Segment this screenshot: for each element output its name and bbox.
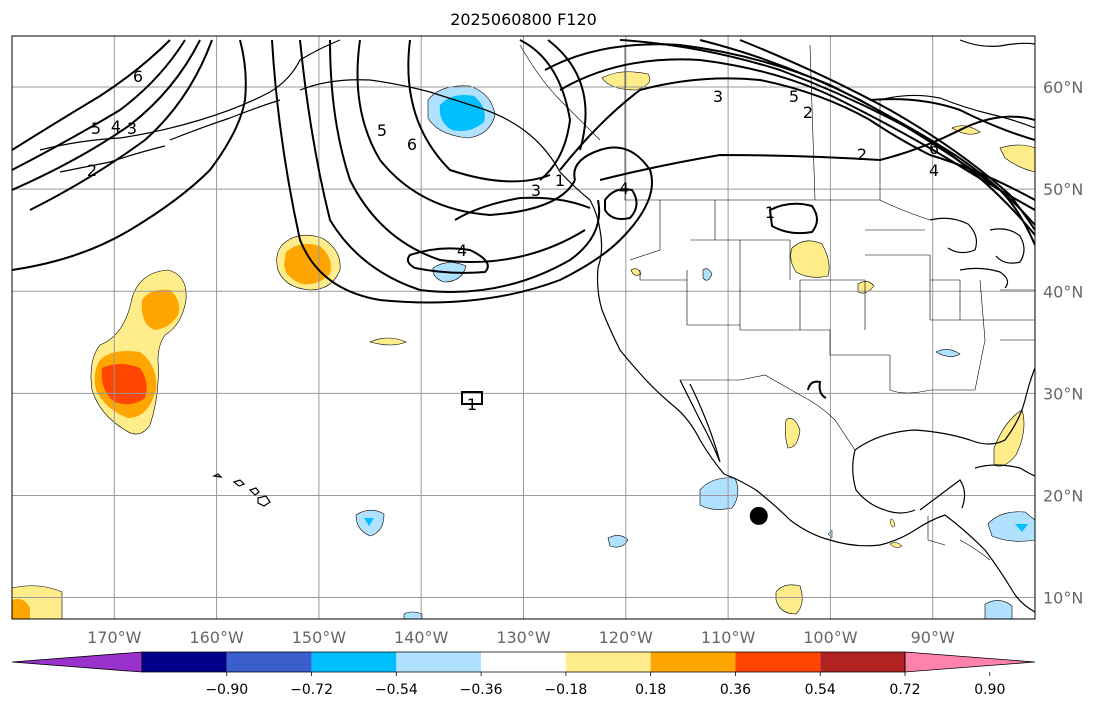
map-frame <box>11 35 1036 620</box>
positive-anomaly-pacific-west-core <box>141 289 179 330</box>
colorbar-segment <box>311 652 397 672</box>
contour-label: 4 <box>619 179 629 198</box>
contour-label: 5 <box>377 121 387 140</box>
contour-label: 3 <box>713 87 723 106</box>
colorbar-tick-label: 0.36 <box>720 682 751 698</box>
contour-label: 1 <box>765 203 775 222</box>
colorbar-tick-labels: −0.90 −0.72 −0.54 −0.36 −0.18 0.18 0.36 0.54 0.7… <box>205 672 1005 698</box>
latitude-label: 50°N <box>1043 180 1083 199</box>
longitude-label: 110°W <box>701 628 756 647</box>
longitude-label: 170°W <box>87 628 142 647</box>
colorbar-segment <box>396 652 482 672</box>
location-marker <box>749 506 768 525</box>
colorbar-tick-label: −0.72 <box>290 682 333 698</box>
contour-label: 2 <box>87 161 97 180</box>
negative-anomaly-alaska-core <box>439 95 485 131</box>
colorbar-segment <box>820 652 906 672</box>
longitude-label: 150°W <box>292 628 347 647</box>
contour-label: 3 <box>531 181 541 200</box>
anomaly-contours <box>12 39 1035 405</box>
longitude-label: 130°W <box>496 628 551 647</box>
colorbar <box>11 651 1036 673</box>
colorbar-extend-min <box>11 651 143 673</box>
latitude-label: 60°N <box>1043 78 1083 97</box>
contour-label: 6 <box>929 139 939 158</box>
colorbar-segment <box>141 652 227 672</box>
colorbar-outline <box>141 651 906 673</box>
longitude-label: 100°W <box>803 628 858 647</box>
longitude-label: 140°W <box>394 628 449 647</box>
longitude-label: 90°W <box>911 628 955 647</box>
colorbar-extend-max <box>904 651 1036 673</box>
positive-anomaly-pacific-west-inner <box>101 364 147 405</box>
gridlines <box>12 36 1035 619</box>
colorbar-tick-label: 0.72 <box>889 682 920 698</box>
latitude-label: 10°N <box>1043 589 1083 608</box>
contour-label: 5 <box>789 87 799 106</box>
longitude-labels: 170°W 160°W 150°W 140°W 130°W 120°W 110°W 100°W… <box>87 628 955 647</box>
contour-label: 3 <box>127 119 137 138</box>
coastlines <box>39 39 1035 613</box>
colorbar-tick-label: 0.90 <box>974 682 1005 698</box>
longitude-label: 160°W <box>189 628 244 647</box>
colorbar-segment <box>650 652 736 672</box>
colorbar-segment <box>481 652 566 672</box>
latitude-labels: 60°N 50°N 40°N 30°N 20°N 10°N <box>1043 78 1083 608</box>
contour-labels: 6 5 4 3 2 5 6 3 4 1 4 1 3 5 2 2 6 4 1 <box>87 67 939 414</box>
contour-label: 2 <box>857 145 867 164</box>
colorbar-segment <box>226 652 312 672</box>
colorbar-segment <box>735 652 821 672</box>
contour-label: 6 <box>407 135 417 154</box>
colorbar-tick-label: −0.36 <box>460 682 503 698</box>
colorbar-tick-label: −0.18 <box>544 682 587 698</box>
contour-label: 4 <box>457 241 467 260</box>
contour-label: 1 <box>467 395 477 414</box>
latitude-label: 40°N <box>1043 282 1083 301</box>
latitude-label: 30°N <box>1043 384 1083 403</box>
contour-label: 6 <box>133 67 143 86</box>
contour-label: 2 <box>803 103 813 122</box>
latitude-label: 20°N <box>1043 486 1083 505</box>
colorbar-tick-label: −0.54 <box>375 682 418 698</box>
contour-label: 4 <box>929 161 939 180</box>
contour-label: 5 <box>91 119 101 138</box>
contour-label: 1 <box>555 171 565 190</box>
contour-label: 4 <box>111 117 121 136</box>
colorbar-tick-label: 0.54 <box>805 682 836 698</box>
colorbar-tick-label: 0.18 <box>635 682 666 698</box>
colorbar-tick-label: −0.90 <box>205 682 248 698</box>
colorbar-segment <box>565 652 651 672</box>
longitude-label: 120°W <box>599 628 654 647</box>
map-title: 2025060800 F120 <box>450 10 597 29</box>
